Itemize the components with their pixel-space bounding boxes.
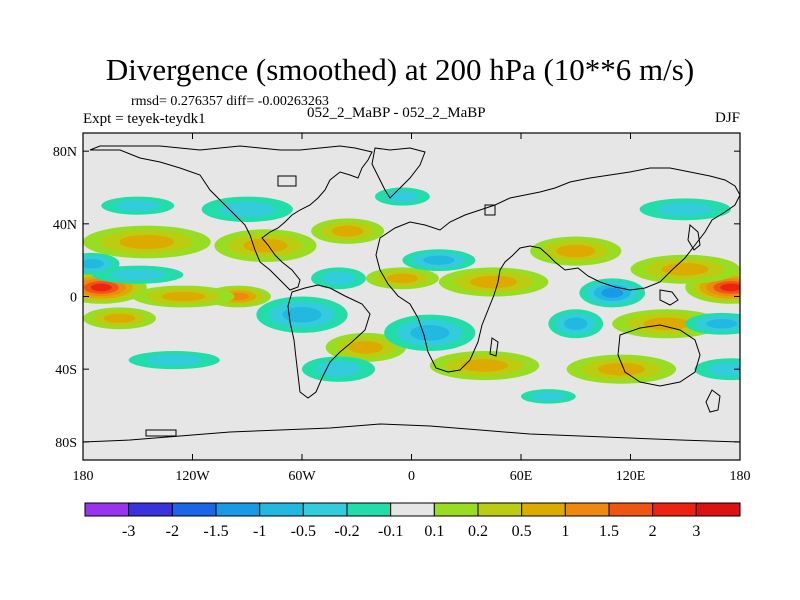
anomaly-feature [556,244,596,258]
y-tick-label: 40N [53,218,77,233]
y-tick-label: 40S [55,363,77,378]
y-axis: 80N 40N 0 40S 80S [53,145,740,451]
colorbar-swatch [477,502,523,517]
y-tick-label: 0 [70,291,77,306]
x-tick-label: 120W [175,469,210,484]
y-tick-label: 80N [53,145,77,160]
colorbar-label: -1.5 [203,523,228,540]
x-tick-label: 60W [288,469,316,484]
anomaly-feature [564,317,588,330]
anomaly-feature [115,200,160,212]
anomaly-feature [461,359,508,372]
anomaly-feature [110,269,166,281]
anomaly-feature [322,271,355,285]
colorbar-swatch [564,502,610,517]
colorbar-swatch [390,502,435,517]
chart-title: Divergence (smoothed) at 200 hPa (10**6 … [105,52,695,87]
anomaly-feature [161,291,206,302]
colorbar-label: -0.5 [291,523,316,540]
anomaly-feature [470,275,518,289]
anomaly-feature [410,325,450,341]
colorbar-swatch [695,502,741,517]
anomaly-field [83,187,740,404]
experiment-label: Expt = teyek-teydk1 [83,111,206,127]
colorbar-label: -0.1 [378,523,403,540]
colorbar-label: 0.5 [512,523,532,540]
colorbar-swatch [346,502,392,517]
x-tick-label: 120E [616,469,646,484]
colorbar-label: 0.2 [468,523,488,540]
colorbar-swatch [128,502,173,517]
anomaly-feature [83,259,104,269]
anomaly-feature [316,361,361,377]
colorbar-swatch [84,502,130,517]
anomaly-feature [643,317,691,330]
anomaly-feature [601,288,624,298]
colorbar-label: 3 [692,523,700,540]
colorbar: -3 -2 -1.5 -1 -0.5 -0.2 -0.1 0.1 0.2 0.5 1 1.5 2 3 [84,502,741,540]
colorbar-swatch [215,502,261,517]
anomaly-feature [423,255,455,265]
colorbar-swatch [608,502,654,517]
coastlines [83,145,740,460]
anomaly-feature [708,362,740,376]
colorbar-label: -0.2 [334,523,359,540]
colorbar-swatch [171,502,217,517]
anomaly-feature [661,263,709,276]
anomaly-feature [243,238,288,253]
colorbar-label: 1 [561,523,569,540]
anomaly-feature [90,283,112,292]
x-axis: 180 120W 60W 0 60E 120E 180 [73,133,751,484]
anomaly-feature [386,273,419,284]
anomaly-feature [282,306,322,323]
colorbar-label: 1.5 [599,523,619,540]
anomaly-feature [720,283,740,292]
x-tick-label: 180 [73,469,94,484]
colorbar-label: -1 [253,523,266,540]
anomaly-feature [119,234,175,250]
x-tick-label: 0 [408,469,415,484]
anomaly-feature [219,201,275,217]
colorbar-label: -2 [166,523,179,540]
anomaly-feature [657,202,713,216]
colorbar-label: -3 [122,523,135,540]
anomaly-feature [531,392,565,401]
season-label: DJF [714,110,740,126]
runs-label: 052_2_MaBP - 052_2_MaBP [307,105,486,121]
anomaly-feature [146,354,202,366]
colorbar-label: 0.1 [424,523,444,540]
anomaly-feature [597,362,645,376]
colorbar-swatch [302,502,348,517]
colorbar-swatch [652,502,697,517]
y-tick-label: 80S [55,436,77,451]
colorbar-label: 2 [649,523,657,540]
anomaly-feature [348,341,384,354]
x-tick-label: 60E [510,469,533,484]
stats-text: rmsd= 0.276357 diff= -0.00263263 [131,94,329,109]
colorbar-swatch [259,502,304,517]
colorbar-swatch [521,502,566,517]
anomaly-feature [103,313,136,323]
anomaly-feature [706,319,738,329]
anomaly-feature [331,225,364,237]
colorbar-swatch [433,502,479,517]
x-tick-label: 180 [730,469,751,484]
